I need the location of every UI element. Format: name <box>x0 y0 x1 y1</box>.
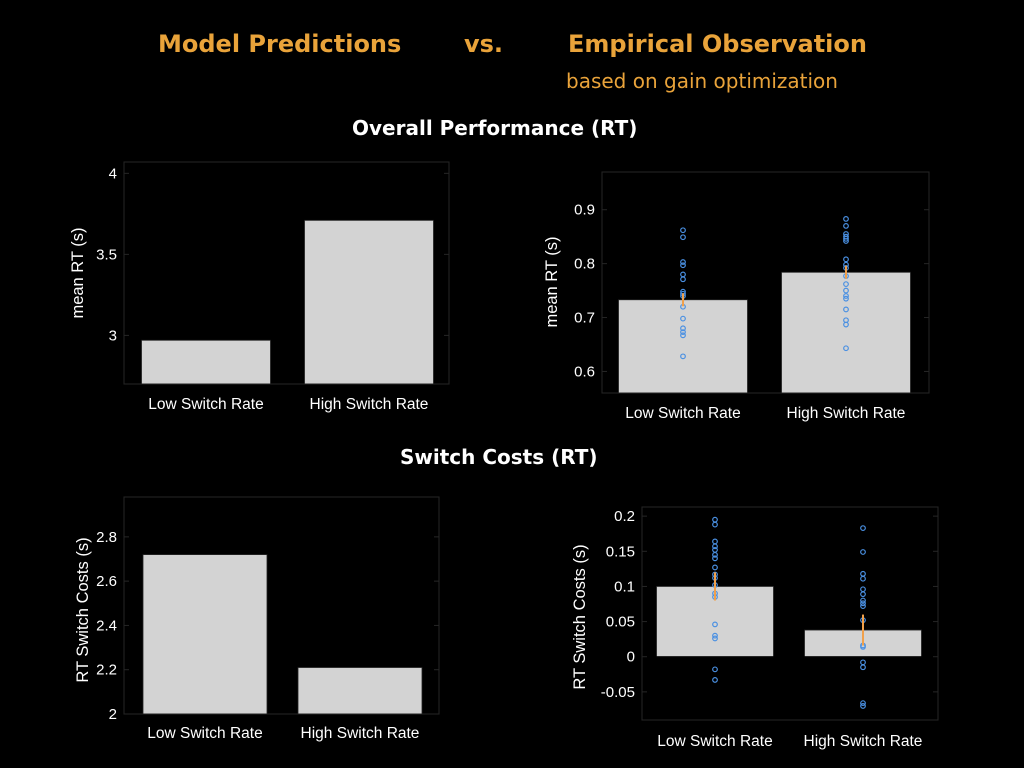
y-tick-label: 4 <box>109 165 117 182</box>
data-point <box>680 262 686 269</box>
y-tick-label: 0.1 <box>614 578 635 595</box>
data-point <box>712 621 718 628</box>
data-point <box>860 525 866 531</box>
bar-low-switch-rate <box>141 339 271 385</box>
y-tick-label: 2.2 <box>96 662 117 679</box>
subtitle: based on gain optimization <box>566 69 838 93</box>
data-point <box>860 591 866 598</box>
data-point <box>680 227 686 234</box>
data-point <box>860 700 866 707</box>
y-tick-label: 0 <box>627 649 635 666</box>
axes-box <box>123 496 440 715</box>
data-point <box>712 635 718 642</box>
data-point <box>712 632 718 639</box>
x-tick-label: Low Switch Rate <box>657 733 772 750</box>
y-tick-label: 2.6 <box>96 573 117 590</box>
bar-low-switch-rate <box>142 554 268 715</box>
data-point <box>712 677 718 683</box>
data-point <box>680 276 686 283</box>
y-tick-label: 0.8 <box>574 256 595 273</box>
x-tick-label: Low Switch Rate <box>625 405 740 422</box>
y-tick-label: 0.2 <box>614 508 635 525</box>
x-tick-label: High Switch Rate <box>787 405 906 422</box>
model-predictions-title: Model Predictions <box>158 30 402 58</box>
data-point <box>860 575 866 582</box>
y-tick-label: 2.8 <box>96 529 117 546</box>
data-point <box>712 543 718 550</box>
bar-high-switch-rate <box>297 667 423 715</box>
overall-performance-heading: Overall Performance (RT) <box>352 116 638 140</box>
x-tick-label: High Switch Rate <box>301 725 420 742</box>
data-point <box>843 223 849 229</box>
empirical-observation-title: Empirical Observation <box>568 30 867 58</box>
data-point <box>843 256 849 263</box>
x-tick-label: High Switch Rate <box>310 396 429 413</box>
data-point <box>680 234 686 241</box>
data-point <box>843 281 849 288</box>
data-point <box>712 564 718 571</box>
y-tick-label: 0.9 <box>574 202 595 219</box>
data-point <box>860 600 866 607</box>
data-point <box>680 259 686 265</box>
data-point <box>843 287 849 294</box>
y-tick-label: 0.15 <box>606 543 635 560</box>
y-tick-label: 2 <box>109 706 117 723</box>
data-point <box>712 666 718 673</box>
y-axis-label: RT Switch Costs (s) <box>74 537 92 682</box>
data-point <box>680 332 686 339</box>
data-point <box>712 551 718 558</box>
data-point <box>843 306 849 313</box>
axes-box <box>641 506 939 721</box>
switch-costs-heading: Switch Costs (RT) <box>400 445 598 469</box>
data-point <box>843 321 849 328</box>
data-point <box>860 703 866 709</box>
y-tick-label: 0.05 <box>606 614 635 631</box>
data-point <box>860 664 866 671</box>
data-point <box>680 325 686 332</box>
x-tick-label: High Switch Rate <box>804 733 923 750</box>
data-point <box>843 345 849 352</box>
data-point <box>843 235 849 242</box>
x-tick-label: Low Switch Rate <box>148 396 263 413</box>
axes-box <box>601 171 930 394</box>
y-tick-label: 0.7 <box>574 310 595 327</box>
data-point <box>680 353 686 360</box>
data-point <box>712 555 718 562</box>
y-tick-label: 2.4 <box>96 617 117 634</box>
data-point <box>843 293 849 299</box>
vs-label: vs. <box>464 30 504 58</box>
data-point <box>843 238 849 244</box>
data-point <box>680 315 686 322</box>
data-point <box>860 549 866 555</box>
y-tick-label: -0.05 <box>601 684 635 701</box>
y-tick-label: 3 <box>109 327 117 344</box>
bar-high-switch-rate <box>304 219 434 385</box>
bar-low-switch-rate <box>618 299 748 394</box>
y-axis-label: RT Switch Costs (s) <box>571 544 589 689</box>
data-point <box>860 597 866 604</box>
x-tick-label: Low Switch Rate <box>147 725 262 742</box>
data-point <box>843 295 849 302</box>
data-point <box>843 215 849 222</box>
y-tick-label: 0.6 <box>574 363 595 380</box>
data-point <box>680 329 686 335</box>
data-point <box>860 603 866 610</box>
y-tick-label: 3.5 <box>96 246 117 263</box>
y-axis-label: mean RT (s) <box>543 236 561 327</box>
y-axis-label: mean RT (s) <box>69 227 87 318</box>
data-point <box>712 521 718 528</box>
axes-box <box>123 161 450 385</box>
